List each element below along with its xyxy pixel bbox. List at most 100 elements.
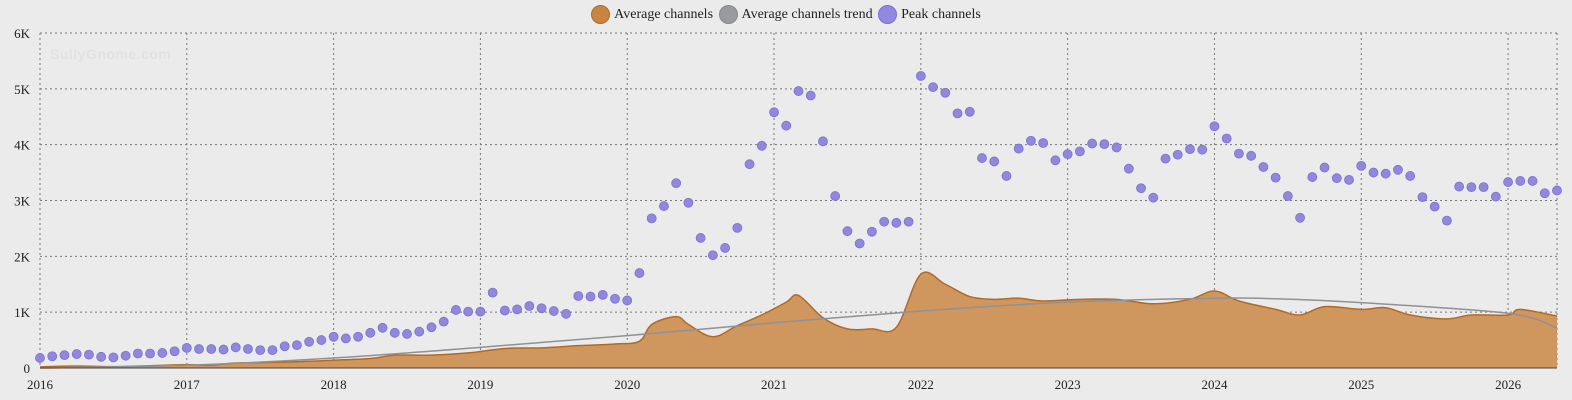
peak-channels-point <box>610 293 620 304</box>
peak-channels-point <box>634 268 645 278</box>
peak-channels-point <box>1295 212 1305 223</box>
peak-channels-point <box>145 348 156 359</box>
peak-channels-point <box>744 159 755 170</box>
peak-channels-point <box>1087 138 1098 149</box>
y-tick-label: 2K <box>14 249 31 264</box>
peak-channels-point <box>365 327 376 338</box>
peak-channels-point <box>499 305 510 316</box>
y-tick-label: 5K <box>14 82 31 97</box>
peak-channels-point <box>1148 192 1159 203</box>
peak-channels-point <box>1466 182 1477 193</box>
peak-channels-point <box>720 243 730 253</box>
x-tick-label: 2025 <box>1348 377 1374 392</box>
peak-channels-point <box>426 322 437 333</box>
legend-item-peak-channels[interactable]: Peak channels <box>878 5 981 24</box>
peak-channels-point <box>964 106 975 117</box>
peak-channels-point <box>1050 155 1061 166</box>
peak-channels-point <box>194 344 204 354</box>
y-tick-label: 0 <box>24 361 31 376</box>
peak-channels-point <box>1380 168 1391 179</box>
peak-channels-point <box>1099 139 1110 150</box>
peak-channels-point <box>414 326 425 337</box>
peak-channels-point <box>1209 121 1220 132</box>
peak-channels-point <box>683 197 694 208</box>
peak-channels-point <box>695 233 706 243</box>
peak-channels-point <box>1490 191 1501 202</box>
peak-channels-point <box>573 291 584 301</box>
legend-label-average-channels: Average channels <box>614 6 714 22</box>
peak-channels-point <box>952 108 963 119</box>
peak-channels-point <box>597 289 608 300</box>
peak-channels-point <box>1136 183 1146 194</box>
peak-channels-point <box>218 344 229 355</box>
peak-channels-point <box>255 345 266 356</box>
peak-channels-point <box>867 226 877 237</box>
peak-channels-point <box>512 304 523 315</box>
peak-channels-point <box>84 349 94 360</box>
peak-channels-point <box>438 316 449 327</box>
peak-channels-point <box>561 308 571 319</box>
peak-channels-point <box>536 303 547 314</box>
peak-channels-point <box>1503 177 1513 187</box>
peak-channels-point <box>1429 201 1440 212</box>
peak-channels-point <box>1527 176 1538 186</box>
peak-channels-point <box>1331 173 1342 184</box>
x-tick-label: 2022 <box>908 377 934 392</box>
peak-channels-point <box>120 350 131 361</box>
peak-channels-point <box>1038 138 1049 148</box>
chart-legend: Average channels Average channels trend … <box>0 5 1572 29</box>
peak-channels-point <box>132 348 143 359</box>
peak-channels-point <box>1172 149 1183 160</box>
peak-channels-point <box>622 295 633 306</box>
x-tick-label: 2024 <box>1201 377 1228 392</box>
peak-channels-point <box>842 226 853 237</box>
peak-channels-point <box>818 136 828 147</box>
peak-channels-point <box>1478 182 1489 193</box>
peak-channels-point <box>1111 142 1122 153</box>
peak-channels-point <box>732 222 743 233</box>
peak-channels-point <box>47 351 58 362</box>
peak-channels-point <box>1074 146 1085 157</box>
peak-channels-point <box>891 217 902 228</box>
peak-channels-point <box>707 250 718 261</box>
peak-channels-point <box>304 336 315 347</box>
peak-channels-point <box>989 156 1000 167</box>
peak-channels-point <box>646 213 657 224</box>
x-tick-label: 2018 <box>321 377 347 392</box>
peak-channels-point <box>243 344 253 354</box>
peak-channels-point <box>402 329 412 339</box>
peak-channels-point <box>781 120 792 131</box>
peak-channels-point <box>206 344 217 354</box>
peak-channels-point <box>940 87 951 98</box>
peak-channels-point <box>340 333 351 344</box>
peak-channels-point <box>1307 172 1318 182</box>
y-tick-label: 6K <box>14 26 31 41</box>
x-tick-label: 2019 <box>467 377 493 392</box>
peak-channels-point <box>59 350 70 361</box>
peak-channels-point <box>756 140 767 151</box>
peak-channels-point <box>157 348 168 358</box>
legend-item-average-channels-trend[interactable]: Average channels trend <box>718 5 873 24</box>
legend-swatch-average-channels-trend <box>718 5 738 24</box>
peak-channels-point <box>1344 174 1354 185</box>
peak-channels-point <box>928 82 938 93</box>
x-tick-label: 2023 <box>1055 377 1081 392</box>
peak-channels-point <box>1356 160 1367 171</box>
peak-channels-point <box>1270 172 1281 183</box>
peak-channels-point <box>1258 162 1269 172</box>
peak-channels-point <box>1417 192 1428 203</box>
peak-channels-point <box>585 291 596 302</box>
peak-channels-point <box>316 335 327 345</box>
peak-channels-point <box>830 191 841 201</box>
legend-item-average-channels[interactable]: Average channels <box>591 5 713 24</box>
peak-channels-point <box>1062 149 1073 160</box>
x-tick-label: 2020 <box>614 377 640 392</box>
peak-channels-point <box>1026 135 1036 146</box>
peak-channels-point <box>1405 171 1416 181</box>
peak-channels-point <box>71 349 82 359</box>
peak-channels-point <box>1552 185 1562 196</box>
peak-channels-point <box>475 306 486 317</box>
peak-channels-point <box>524 301 535 311</box>
x-tick-label: 2016 <box>27 377 54 392</box>
